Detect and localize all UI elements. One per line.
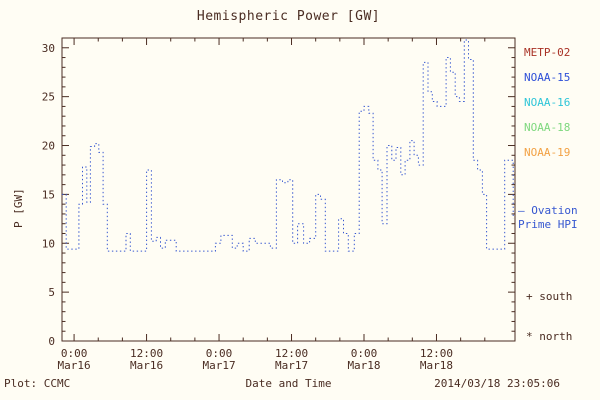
legend-item-noaa16: NOAA-16 <box>524 96 571 109</box>
satellite-legend: METP-02 NOAA-15 NOAA-16 NOAA-18 NOAA-19 <box>524 40 570 165</box>
plot-frame <box>61 37 516 342</box>
x-tick-date-label: Mar18 <box>420 359 453 372</box>
x-tick-date-label: Mar18 <box>347 359 380 372</box>
y-tick-label: 30 <box>42 42 55 55</box>
legend-item-noaa19: NOAA-19 <box>524 146 571 159</box>
legend-item-metp02: METP-02 <box>524 46 571 59</box>
x-tick-time-label: 12:00 <box>130 347 163 360</box>
ovation-label-line2: Prime HPI <box>518 218 578 231</box>
legend-item-noaa15: NOAA-15 <box>524 71 571 84</box>
x-tick-time-label: 0:00 <box>351 347 378 360</box>
x-tick-date-label: Mar17 <box>275 359 308 372</box>
y-tick-label: 10 <box>42 237 55 250</box>
south-marker-legend: + south <box>526 290 573 303</box>
x-tick-date-label: Mar17 <box>202 359 235 372</box>
x-tick-time-label: 12:00 <box>275 347 308 360</box>
x-tick-time-label: 0:00 <box>61 347 88 360</box>
x-tick-date-label: Mar16 <box>130 359 163 372</box>
x-tick-time-label: 12:00 <box>420 347 453 360</box>
y-tick-label: 15 <box>42 188 55 201</box>
north-marker-legend: * north <box>526 330 573 343</box>
plot-source-label: Plot: CCMC <box>4 377 71 390</box>
y-tick-label: 20 <box>42 140 55 153</box>
ovation-label-line1: — Ovation <box>518 204 578 217</box>
x-tick-date-label: Mar16 <box>58 359 91 372</box>
hpi-step-line <box>62 39 514 252</box>
x-axis-label: Date and Time <box>245 377 332 390</box>
legend-item-noaa18: NOAA-18 <box>524 121 571 134</box>
y-tick-label: 0 <box>48 335 55 348</box>
chart-title: Hemispheric Power [GW] <box>196 9 381 24</box>
y-tick-label: 25 <box>42 91 55 104</box>
y-axis-label: P [GW] <box>12 188 25 228</box>
plot-timestamp: 2014/03/18 23:05:06 <box>434 377 560 390</box>
y-tick-label: 5 <box>48 286 55 299</box>
x-tick-time-label: 0:00 <box>206 347 233 360</box>
ovation-prime-hpi-label: — Ovation Prime HPI <box>518 204 578 232</box>
